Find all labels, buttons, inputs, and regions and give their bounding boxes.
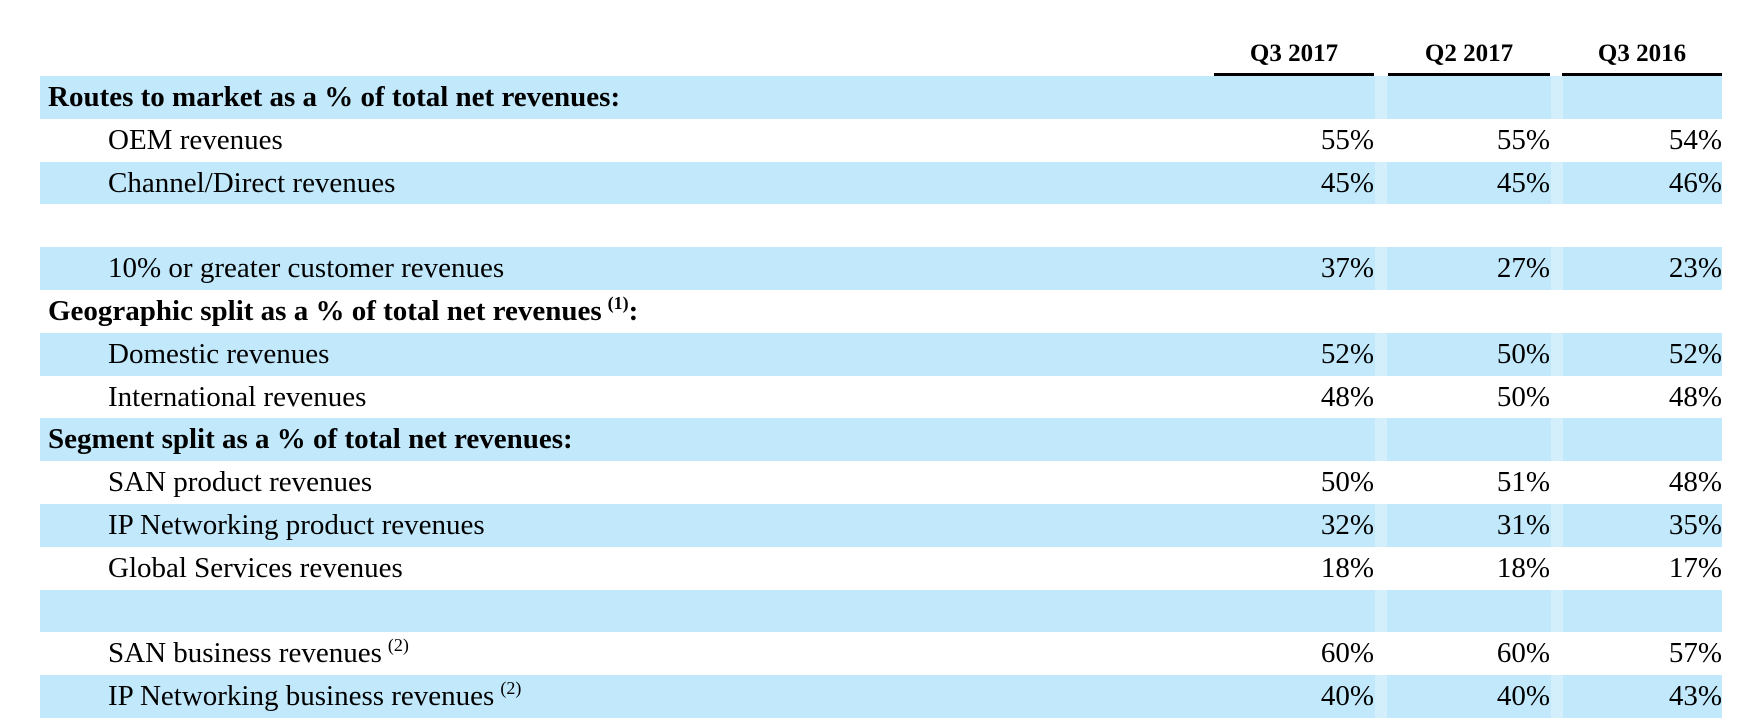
row-label-text: Global Services revenues xyxy=(108,551,403,584)
column-gap xyxy=(1551,247,1563,290)
row-label-text: 10% or greater customer revenues xyxy=(108,252,505,285)
table-row: Domestic revenues 52% 50% 52% xyxy=(40,332,1722,376)
spacer-row xyxy=(40,204,1722,247)
value-cell-q3-2016: 48% xyxy=(1668,466,1722,499)
value-cell-q3-2016: 23% xyxy=(1668,252,1722,285)
value-cell-q2-2017: 50% xyxy=(1496,337,1550,370)
label-suffix: : xyxy=(628,294,639,327)
value-cell-q3-2017: 60% xyxy=(1320,637,1374,670)
value-cell-q3-2017: 37% xyxy=(1320,252,1374,285)
row-label-text: SAN product revenues xyxy=(108,466,373,499)
row-label: Channel/Direct revenues xyxy=(108,162,395,205)
row-label: SAN business revenues (2) xyxy=(108,632,409,675)
table-row: Channel/Direct revenues 45% 45% 46% xyxy=(40,161,1722,205)
spacer-row xyxy=(40,589,1722,633)
column-gap xyxy=(1375,589,1387,633)
row-label: Global Services revenues xyxy=(108,547,403,590)
column-gap xyxy=(1551,332,1563,376)
row-label-text: IP Networking business revenues xyxy=(108,680,495,713)
value-cell-q2-2017: 55% xyxy=(1496,123,1550,156)
section-label: Geographic split as a % of total net rev… xyxy=(48,290,638,333)
value-cell-q2-2017: 27% xyxy=(1496,252,1550,285)
row-label: Domestic revenues xyxy=(108,333,329,376)
section-header-row: Geographic split as a % of total net rev… xyxy=(40,290,1722,333)
value-cell-q3-2016: 35% xyxy=(1668,508,1722,541)
value-cell-q2-2017: 50% xyxy=(1496,380,1550,413)
table-row: IP Networking business revenues (2) 40% 40%… xyxy=(40,675,1722,718)
column-gap xyxy=(1375,161,1387,205)
section-header-row: Segment split as a % of total net revenu… xyxy=(40,418,1722,462)
column-header-row: Q3 2017 Q2 2017 Q3 2016 xyxy=(40,38,1722,76)
table-row: International revenues 48% 50% 48% xyxy=(40,376,1722,419)
row-label: SAN product revenues xyxy=(108,461,372,504)
column-gap xyxy=(1551,76,1563,119)
value-cell-q2-2017: 51% xyxy=(1496,466,1550,499)
section-header-row: Routes to market as a % of total net rev… xyxy=(40,76,1722,119)
table-row: SAN product revenues 50% 51% 48% xyxy=(40,461,1722,504)
table-row: Global Services revenues 18% 18% 17% xyxy=(40,547,1722,590)
column-gap xyxy=(1551,161,1563,205)
column-header-q3-2016: Q3 2016 xyxy=(1562,38,1722,76)
value-cell-q3-2016: 46% xyxy=(1668,166,1722,199)
column-gap xyxy=(1375,503,1387,547)
table-body: Routes to market as a % of total net rev… xyxy=(40,76,1722,718)
value-cell-q3-2017: 40% xyxy=(1320,680,1374,713)
value-cell-q2-2017: 18% xyxy=(1496,551,1550,584)
table-row: 10% or greater customer revenues 37% 27% 23… xyxy=(40,247,1722,290)
value-cell-q2-2017: 31% xyxy=(1496,508,1550,541)
value-cell-q3-2017: 18% xyxy=(1320,551,1374,584)
row-label: IP Networking product revenues xyxy=(108,504,485,547)
revenue-split-table: Q3 2017 Q2 2017 Q3 2016 Routes to market… xyxy=(40,38,1722,718)
row-label: 10% or greater customer revenues xyxy=(108,247,504,290)
table-row: SAN business revenues (2) 60% 60% 57% xyxy=(40,632,1722,675)
row-label-text: Routes to market as a % of total net rev… xyxy=(48,81,621,113)
column-gap xyxy=(1375,675,1387,718)
row-label-text: Segment split as a % of total net revenu… xyxy=(48,423,573,456)
footnote-marker: (2) xyxy=(500,678,522,699)
row-label: International revenues xyxy=(108,376,366,419)
column-header-q3-2017: Q3 2017 xyxy=(1214,38,1374,76)
row-label-text: Geographic split as a % of total net rev… xyxy=(48,294,602,327)
row-label-text: International revenues xyxy=(108,380,367,413)
column-gap xyxy=(1551,589,1563,633)
row-label-text: IP Networking product revenues xyxy=(108,508,485,541)
value-cell-q3-2017: 48% xyxy=(1320,380,1374,413)
value-cell-q3-2017: 45% xyxy=(1320,166,1374,199)
column-gap xyxy=(1375,332,1387,376)
column-gap xyxy=(1551,418,1563,462)
value-cell-q3-2017: 50% xyxy=(1320,466,1374,499)
row-label-text: SAN business revenues xyxy=(108,637,382,670)
value-cell-q3-2016: 17% xyxy=(1668,551,1722,584)
row-label-text: Channel/Direct revenues xyxy=(108,166,396,199)
footnote-marker: (2) xyxy=(387,635,409,656)
table-row: IP Networking product revenues 32% 31% 35% xyxy=(40,503,1722,547)
section-label: Routes to market as a % of total net rev… xyxy=(48,76,620,119)
value-cell-q2-2017: 45% xyxy=(1496,166,1550,199)
section-label: Segment split as a % of total net revenu… xyxy=(48,418,573,461)
column-gap xyxy=(1551,675,1563,718)
row-label-text: Domestic revenues xyxy=(108,337,330,370)
footnote-marker: (1) xyxy=(607,292,629,313)
value-cell-q3-2016: 54% xyxy=(1668,123,1722,156)
value-cell-q2-2017: 60% xyxy=(1496,637,1550,670)
value-cell-q3-2017: 52% xyxy=(1320,337,1374,370)
value-cell-q3-2016: 48% xyxy=(1668,380,1722,413)
value-cell-q3-2017: 55% xyxy=(1320,123,1374,156)
value-cell-q2-2017: 40% xyxy=(1496,680,1550,713)
value-cell-q3-2016: 52% xyxy=(1668,337,1722,370)
column-gap xyxy=(1551,503,1563,547)
row-label: OEM revenues xyxy=(108,119,283,162)
value-cell-q3-2016: 57% xyxy=(1668,637,1722,670)
column-gap xyxy=(1375,418,1387,462)
row-label-text: OEM revenues xyxy=(108,123,283,156)
row-label: IP Networking business revenues (2) xyxy=(108,675,521,718)
column-header-q2-2017: Q2 2017 xyxy=(1388,38,1550,76)
value-cell-q3-2016: 43% xyxy=(1668,680,1722,713)
value-cell-q3-2017: 32% xyxy=(1320,508,1374,541)
table-row: OEM revenues 55% 55% 54% xyxy=(40,119,1722,162)
column-gap xyxy=(1375,247,1387,290)
column-gap xyxy=(1375,76,1387,119)
